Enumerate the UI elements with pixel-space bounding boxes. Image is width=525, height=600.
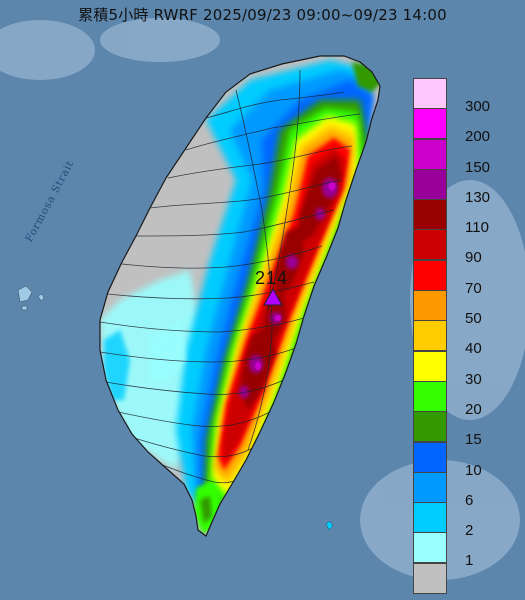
legend-label: 10 bbox=[465, 461, 482, 479]
legend-label: 70 bbox=[465, 279, 482, 297]
legend-swatch bbox=[413, 259, 447, 291]
legend-row: 15 bbox=[413, 411, 523, 448]
legend-row: 130 bbox=[413, 168, 523, 206]
legend-row: 110 bbox=[413, 199, 523, 236]
rainfall-legend: 300 200 150 130 110 90 70 50 40 30 20 15 10 6 2 1 bbox=[413, 78, 523, 594]
legend-label: 6 bbox=[465, 491, 474, 509]
boundary-lines bbox=[100, 69, 361, 484]
legend-swatch bbox=[413, 108, 447, 140]
legend-label: 50 bbox=[465, 310, 482, 328]
penghu-islands bbox=[17, 285, 45, 311]
legend-row: 20 bbox=[413, 380, 523, 418]
legend-swatch bbox=[413, 320, 447, 352]
legend-label: 200 bbox=[465, 128, 491, 146]
legend-swatch bbox=[413, 138, 447, 170]
legend-swatch bbox=[413, 411, 447, 443]
legend-swatch bbox=[413, 350, 447, 382]
legend-label: 1 bbox=[465, 552, 474, 570]
legend-label: 40 bbox=[465, 340, 482, 358]
legend-row: 90 bbox=[413, 229, 523, 266]
legend-label: 30 bbox=[465, 370, 482, 388]
legend-swatch bbox=[413, 199, 447, 231]
lanyu-island bbox=[325, 520, 334, 531]
legend-row: 30 bbox=[413, 350, 523, 388]
legend-swatch bbox=[413, 532, 447, 564]
legend-label: 20 bbox=[465, 400, 482, 418]
max-rainfall-value: 214 bbox=[255, 268, 289, 288]
legend-label: 150 bbox=[465, 158, 491, 176]
legend-row: 10 bbox=[413, 441, 523, 479]
legend-row: 6 bbox=[413, 471, 523, 509]
coastline bbox=[99, 55, 381, 537]
legend-row: 40 bbox=[413, 320, 523, 357]
legend-swatch bbox=[413, 168, 447, 200]
legend-label: 90 bbox=[465, 249, 482, 267]
legend-label: 15 bbox=[465, 431, 482, 449]
legend-row: 200 bbox=[413, 108, 523, 145]
legend-row: 300 bbox=[413, 78, 523, 115]
legend-label: 130 bbox=[465, 188, 491, 206]
map-title: 累積5小時 RWRF 2025/09/23 09:00~09/23 14:00 bbox=[78, 6, 447, 24]
legend-swatch bbox=[413, 290, 447, 322]
legend-row: 50 bbox=[413, 290, 523, 327]
legend-swatch bbox=[413, 441, 447, 473]
legend-label: 110 bbox=[465, 219, 489, 237]
legend-swatch bbox=[413, 502, 447, 534]
legend-swatch bbox=[413, 229, 447, 261]
legend-swatch bbox=[413, 471, 447, 503]
legend-label: 300 bbox=[465, 98, 491, 115]
legend-row: 70 bbox=[413, 259, 523, 297]
legend-label: 2 bbox=[465, 522, 474, 540]
legend-row bbox=[413, 562, 523, 594]
legend-row: 2 bbox=[413, 502, 523, 539]
max-rainfall-marker-icon bbox=[263, 288, 283, 306]
legend-row: 1 bbox=[413, 532, 523, 569]
legend-swatch bbox=[413, 78, 447, 109]
legend-swatch bbox=[413, 562, 447, 594]
legend-swatch bbox=[413, 380, 447, 412]
legend-row: 150 bbox=[413, 138, 523, 176]
